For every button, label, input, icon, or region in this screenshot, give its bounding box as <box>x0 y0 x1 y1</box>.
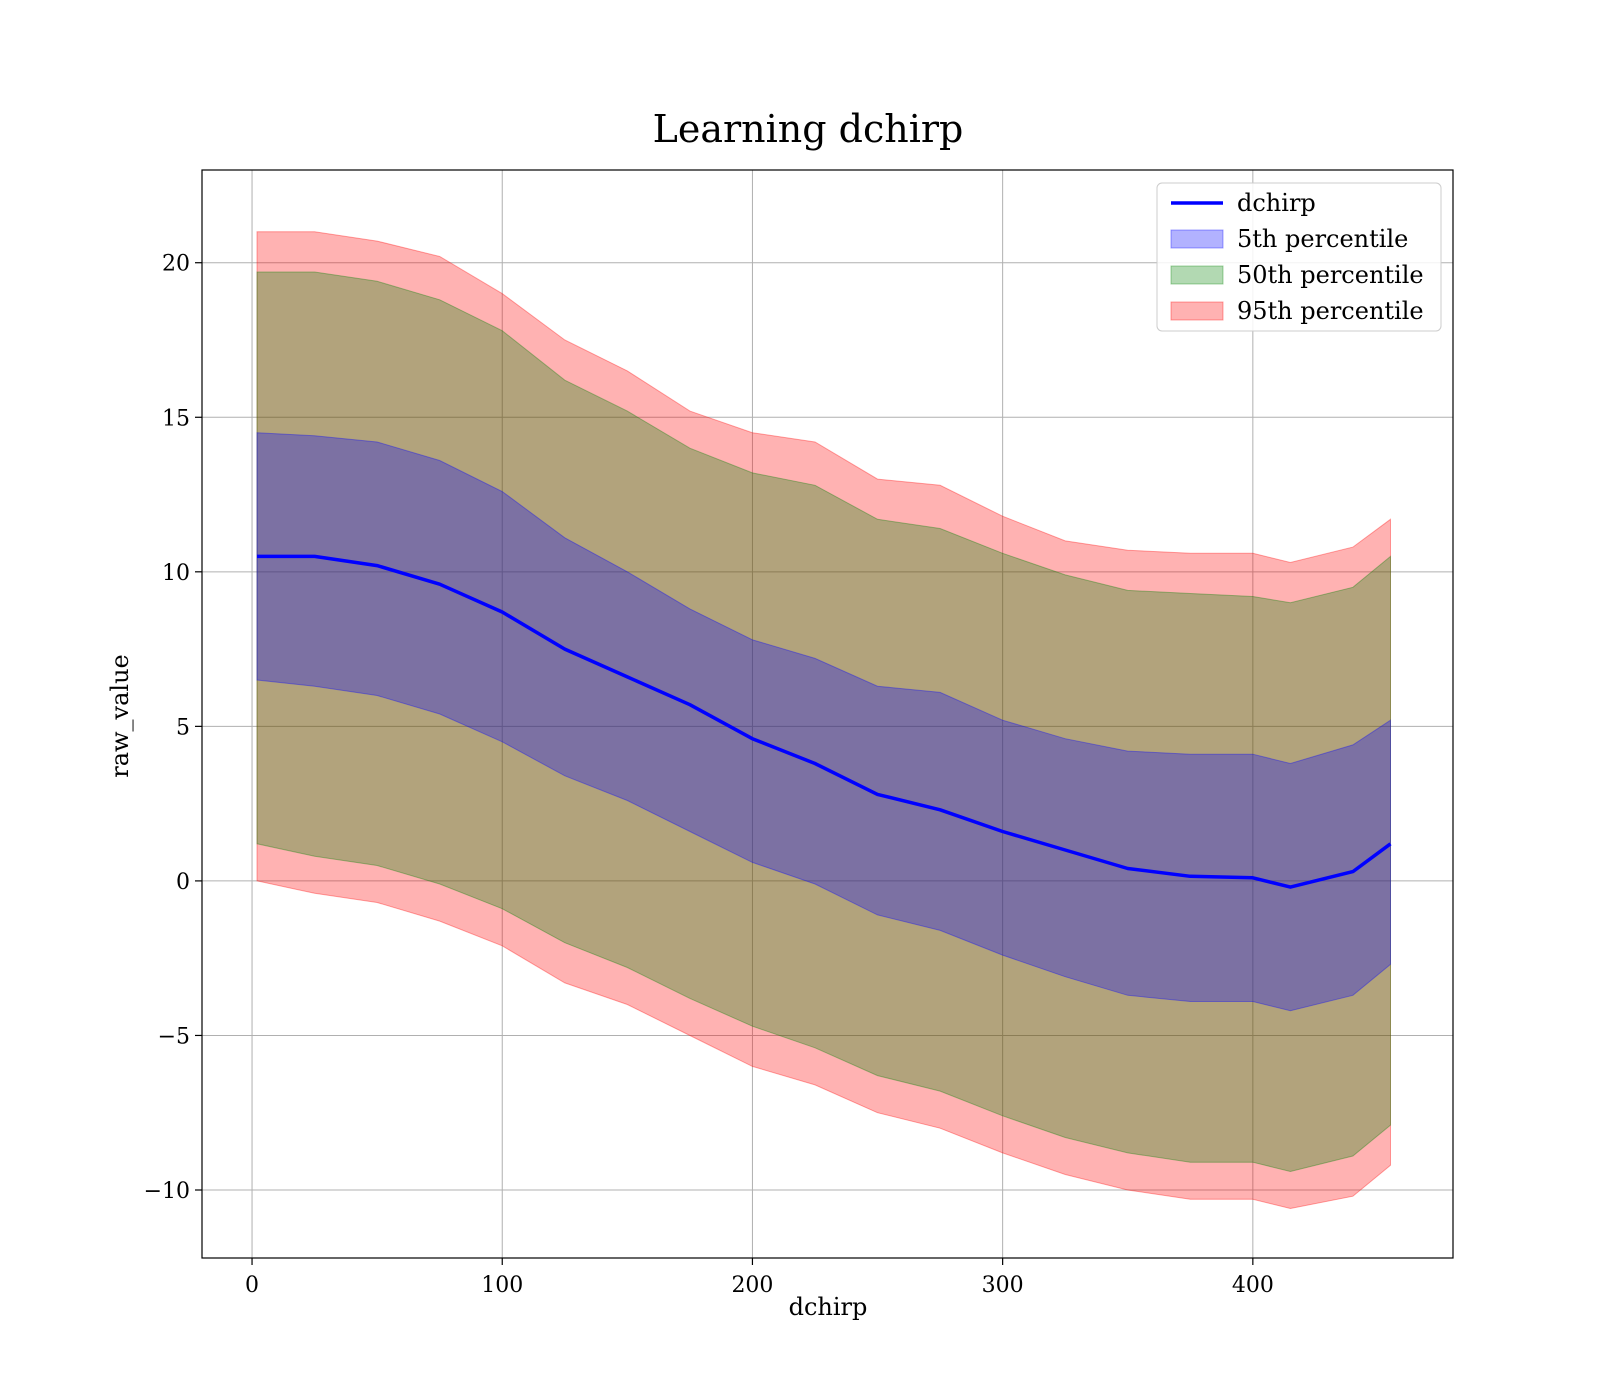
legend-label: 50th percentile <box>1237 261 1424 289</box>
axes <box>195 169 1454 1265</box>
series-lines <box>257 554 1392 889</box>
x-axis-label: dchirp <box>789 1293 868 1321</box>
band-95th-percentile <box>256 231 1391 1210</box>
y-tick-label: −10 <box>144 1179 190 1204</box>
legend-label: 5th percentile <box>1237 225 1408 253</box>
legend-swatch-5th-percentile <box>1170 229 1224 249</box>
grid-lines <box>202 170 1453 1258</box>
chart-title: Learning dchirp <box>653 107 964 151</box>
legend-box <box>1156 182 1442 332</box>
legend-swatch-95th-percentile <box>1170 301 1224 321</box>
y-tick-label: 10 <box>162 561 190 586</box>
plot-frame <box>201 169 1454 1259</box>
legend-label: 95th percentile <box>1237 297 1424 325</box>
x-tick-label: 0 <box>245 1273 259 1298</box>
y-tick-label: 0 <box>176 870 190 895</box>
x-tick-label: 100 <box>481 1273 523 1298</box>
y-tick-label: −5 <box>158 1024 190 1049</box>
x-tick-label: 400 <box>1232 1273 1274 1298</box>
percentile-bands <box>256 231 1391 1210</box>
x-tick-label: 200 <box>731 1273 773 1298</box>
legend-swatch-50th-percentile <box>1170 265 1224 285</box>
band-50th-percentile <box>256 271 1391 1173</box>
x-tick-label: 300 <box>982 1273 1024 1298</box>
plot-background <box>202 170 1453 1258</box>
y-tick-label: 15 <box>162 406 190 431</box>
legend-label: dchirp <box>1237 189 1316 217</box>
band-5th-percentile <box>256 432 1391 1012</box>
plot-area <box>202 170 1453 1258</box>
y-tick-label: 5 <box>176 715 190 740</box>
y-axis-label: raw_value <box>106 654 134 778</box>
y-tick-label: 20 <box>162 252 190 277</box>
legend: dchirp 5th percentile 50th percentile 95th … <box>1156 182 1442 332</box>
series-line-dchirp <box>257 554 1392 889</box>
tick-labels: 0 100 200 300 400 −10 −5 0 5 10 15 20 <box>144 252 1274 1298</box>
